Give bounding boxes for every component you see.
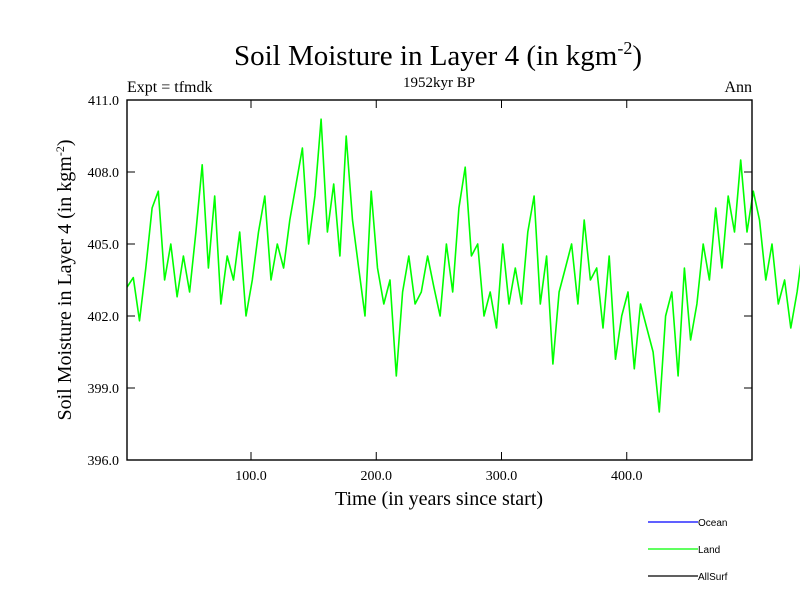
y-axis-label-close: )	[54, 139, 76, 146]
y-tick-label: 408.0	[88, 166, 120, 181]
x-tick-label: 300.0	[486, 469, 518, 484]
experiment-label: Expt = tfmdk	[127, 79, 212, 96]
series-line-land	[126, 118, 800, 413]
y-axis-label-main: Soil Moisture in Layer 4 (in kgm	[54, 156, 76, 421]
legend-label-land: Land	[698, 545, 720, 556]
legend-label-allsurf: AllSurf	[698, 572, 728, 583]
season-label: Ann	[724, 79, 752, 96]
x-tick-label: 200.0	[360, 469, 392, 484]
legend-label-ocean: Ocean	[698, 518, 727, 529]
x-tick-label: 100.0	[235, 469, 267, 484]
y-axis-label: Soil Moisture in Layer 4 (in kgm-2)	[53, 139, 76, 420]
y-tick-label: 411.0	[88, 94, 119, 109]
plot-frame	[126, 99, 753, 461]
chart-subtitle: 1952kyr BP	[403, 75, 475, 91]
x-axis-label: Time (in years since start)	[335, 488, 543, 510]
y-tick-label: 399.0	[88, 382, 120, 397]
y-tick-label: 402.0	[88, 310, 120, 325]
chart-title-main: Soil Moisture in Layer 4 (in kgm	[234, 40, 618, 72]
chart-title-close: )	[632, 40, 642, 72]
x-tick-label: 400.0	[611, 469, 643, 484]
legend: Ocean Land AllSurf	[648, 518, 728, 583]
y-tick-label: 405.0	[88, 238, 120, 253]
axis-ticks: 100.0 200.0 300.0 400.0 396.0 399.0 402.0 405.0…	[88, 94, 752, 484]
y-tick-label: 396.0	[88, 454, 120, 469]
chart-title: Soil Moisture in Layer 4 (in kgm-2)	[234, 38, 642, 72]
y-axis-label-sup: -2	[53, 146, 67, 156]
chart-title-sup: -2	[617, 38, 632, 58]
